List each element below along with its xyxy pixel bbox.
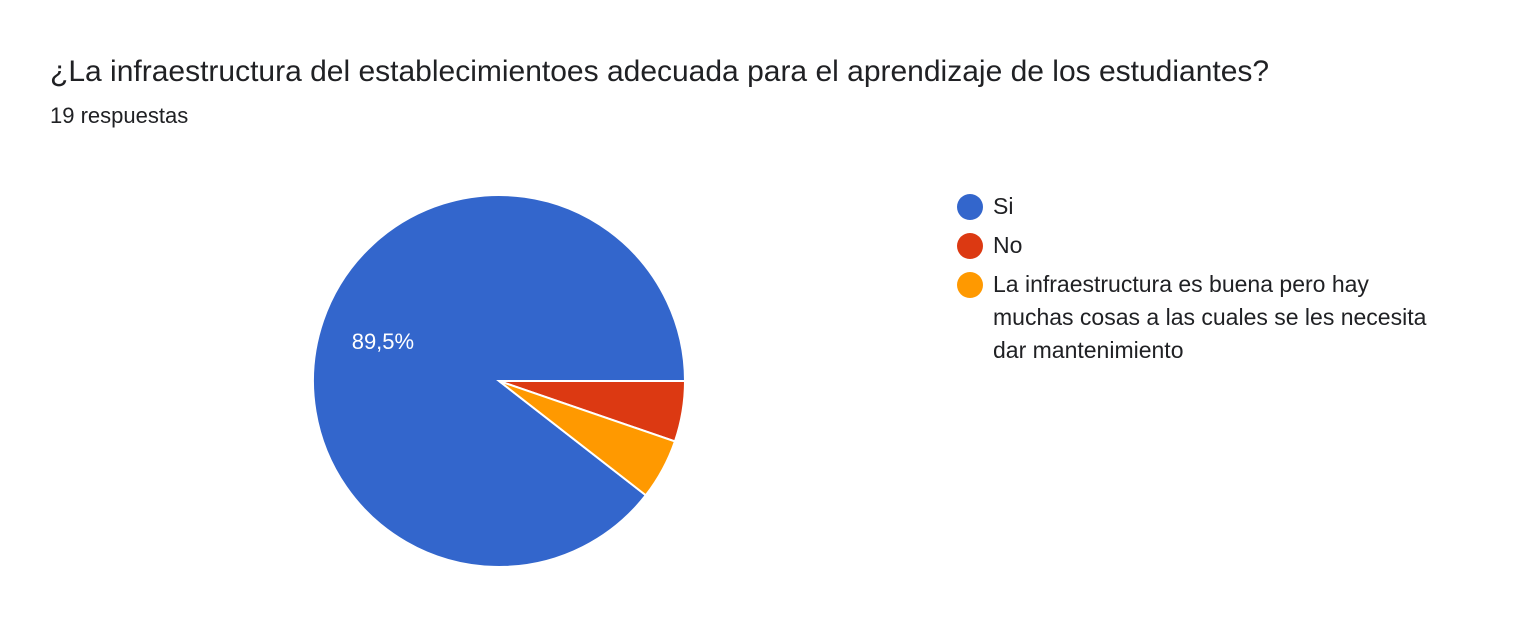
legend-label-si: Si <box>993 193 1014 219</box>
response-count: 19 respuestas <box>50 103 189 128</box>
pie-chart: 89,5% <box>312 194 687 568</box>
legend-item-si[interactable]: Si <box>957 190 1427 223</box>
pie-slices <box>312 194 687 568</box>
chart-title: ¿La infraestructura del establecimientoe… <box>50 55 1270 88</box>
legend: Si No La infraestructura es buena pero h… <box>957 190 1427 373</box>
legend-item-no[interactable]: No <box>957 229 1427 262</box>
pie-slice-2[interactable] <box>498 380 677 497</box>
pie-slice-label-0: 89,5% <box>352 329 414 354</box>
legend-dot-si <box>957 194 983 220</box>
legend-item-infraestructura-mantenimiento[interactable]: La infraestructura es buena pero hay muc… <box>957 268 1427 367</box>
legend-dot-no <box>957 233 983 259</box>
legend-label-no: No <box>993 232 1023 258</box>
legend-dot-infraestructura-mantenimiento <box>957 272 983 298</box>
pie-labels: 89,5% <box>352 329 414 354</box>
legend-label-infraestructura-mantenimiento: La infraestructura es buena pero hay muc… <box>993 271 1427 363</box>
